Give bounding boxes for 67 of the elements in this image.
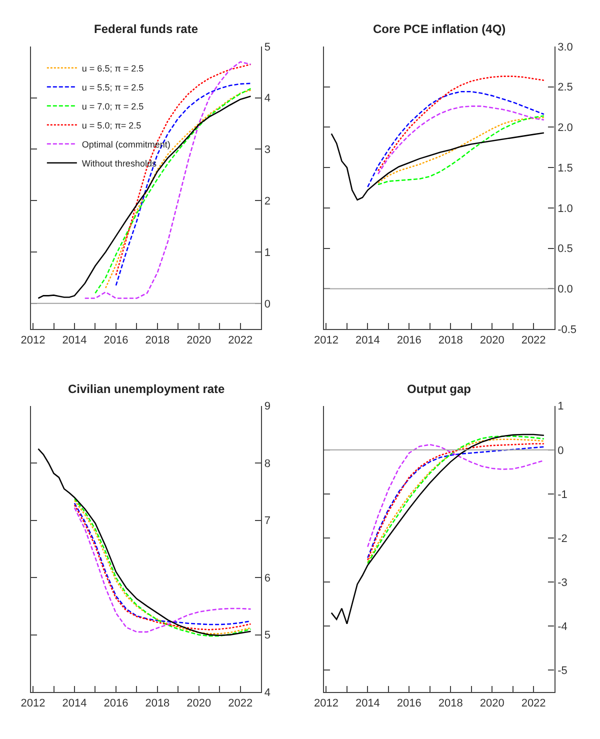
x-tick-label: 2016 bbox=[396, 697, 422, 710]
x-tick-label: 2018 bbox=[438, 334, 463, 346]
chart-title: Federal funds rate bbox=[94, 22, 198, 36]
x-tick-label: 2012 bbox=[314, 334, 338, 346]
y-tick-label: -1 bbox=[558, 488, 568, 501]
x-tick-label: 2014 bbox=[62, 697, 87, 710]
line-series bbox=[38, 448, 252, 636]
y-tick-label: 0 bbox=[264, 298, 271, 310]
y-tick-label: 1.0 bbox=[558, 202, 573, 215]
x-tick-label: 2020 bbox=[186, 334, 212, 346]
y-tick-label: -5 bbox=[558, 664, 568, 677]
x-tick-label: 2014 bbox=[355, 334, 380, 346]
y-tick-label: 2 bbox=[264, 195, 271, 208]
y-tick-label: 0.0 bbox=[558, 284, 573, 296]
line-series bbox=[367, 90, 545, 188]
legend-label: u = 5.0; π= 2.5 bbox=[82, 120, 142, 130]
x-tick-label: 2022 bbox=[228, 334, 253, 346]
x-tick-label: 2014 bbox=[62, 334, 87, 346]
line-series bbox=[330, 132, 545, 201]
y-tick-label: 8 bbox=[264, 458, 271, 470]
x-tick-label: 2012 bbox=[20, 697, 46, 710]
x-tick-label: 2012 bbox=[314, 697, 338, 710]
y-tick-label: 6 bbox=[264, 572, 271, 584]
y-tick-label: 5 bbox=[264, 630, 271, 642]
y-tick-label: -3 bbox=[558, 576, 568, 589]
y-tick-label: 0.5 bbox=[558, 243, 573, 256]
y-tick-label: -0.5 bbox=[558, 324, 577, 336]
line-series bbox=[84, 61, 252, 299]
y-tick-label: 2.0 bbox=[558, 122, 573, 134]
y-tick-label: 1.5 bbox=[558, 162, 573, 174]
x-tick-label: 2018 bbox=[145, 334, 170, 346]
y-tick-label: 3.0 bbox=[558, 41, 573, 54]
x-tick-label: 2016 bbox=[104, 697, 128, 710]
chart-title: Core PCE inflation (4Q) bbox=[373, 22, 506, 36]
y-tick-label: 3 bbox=[264, 144, 271, 156]
y-tick-label: 4 bbox=[264, 92, 271, 105]
line-series bbox=[38, 96, 252, 299]
y-tick-label: 2.5 bbox=[558, 82, 573, 94]
y-tick-label: 7 bbox=[264, 515, 271, 528]
legend-label: u = 7.0; π = 2.5 bbox=[82, 101, 144, 112]
y-tick-label: -4 bbox=[558, 620, 568, 633]
y-tick-label: 4 bbox=[264, 686, 271, 699]
x-tick-label: 2014 bbox=[355, 697, 380, 710]
x-tick-label: 2016 bbox=[396, 334, 422, 346]
x-tick-label: 2020 bbox=[186, 697, 212, 710]
y-tick-label: -2 bbox=[558, 532, 568, 545]
line-series bbox=[377, 106, 545, 175]
y-tick-label: 9 bbox=[264, 400, 271, 413]
x-tick-label: 2016 bbox=[104, 334, 128, 346]
x-tick-label: 2022 bbox=[228, 697, 253, 710]
line-series bbox=[330, 434, 545, 624]
legend-label: u = 6.5; π = 2.5 bbox=[82, 63, 144, 74]
legend-label: u = 5.5; π = 2.5 bbox=[82, 82, 144, 92]
chart-title: Civilian unemployment rate bbox=[68, 382, 226, 396]
x-tick-label: 2020 bbox=[480, 697, 504, 710]
y-tick-label: 5 bbox=[264, 41, 271, 54]
x-tick-label: 2018 bbox=[145, 697, 170, 710]
x-tick-label: 2020 bbox=[480, 334, 504, 346]
x-tick-label: 2012 bbox=[20, 334, 46, 346]
y-tick-label: 1 bbox=[264, 246, 271, 259]
line-series bbox=[377, 76, 545, 172]
y-tick-label: 1 bbox=[558, 400, 564, 413]
y-tick-label: 0 bbox=[558, 444, 564, 457]
chart-title: Output gap bbox=[407, 382, 471, 396]
x-tick-label: 2018 bbox=[438, 697, 463, 710]
x-tick-label: 2022 bbox=[521, 697, 546, 710]
x-tick-label: 2022 bbox=[521, 334, 546, 346]
